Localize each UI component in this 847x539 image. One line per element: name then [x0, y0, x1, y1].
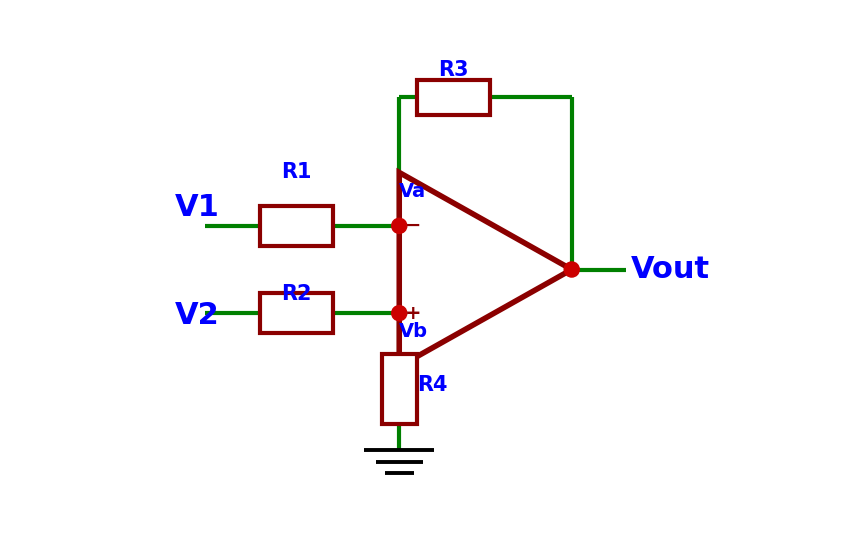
Bar [261, 293, 333, 333]
Bar [417, 79, 490, 115]
Text: R4: R4 [417, 375, 447, 396]
Text: Va: Va [399, 182, 426, 201]
Text: Vb: Vb [399, 322, 429, 341]
Circle shape [391, 218, 407, 233]
Text: −: − [405, 216, 421, 236]
Text: V2: V2 [174, 301, 219, 330]
Polygon shape [399, 172, 572, 367]
Text: R1: R1 [281, 162, 312, 183]
Circle shape [564, 262, 579, 277]
Bar [382, 354, 417, 424]
Text: +: + [405, 303, 421, 323]
Text: R3: R3 [438, 60, 468, 80]
Text: Vout: Vout [631, 255, 710, 284]
Bar [261, 206, 333, 246]
Text: R2: R2 [281, 284, 312, 304]
Text: V1: V1 [174, 193, 219, 222]
Circle shape [391, 306, 407, 321]
